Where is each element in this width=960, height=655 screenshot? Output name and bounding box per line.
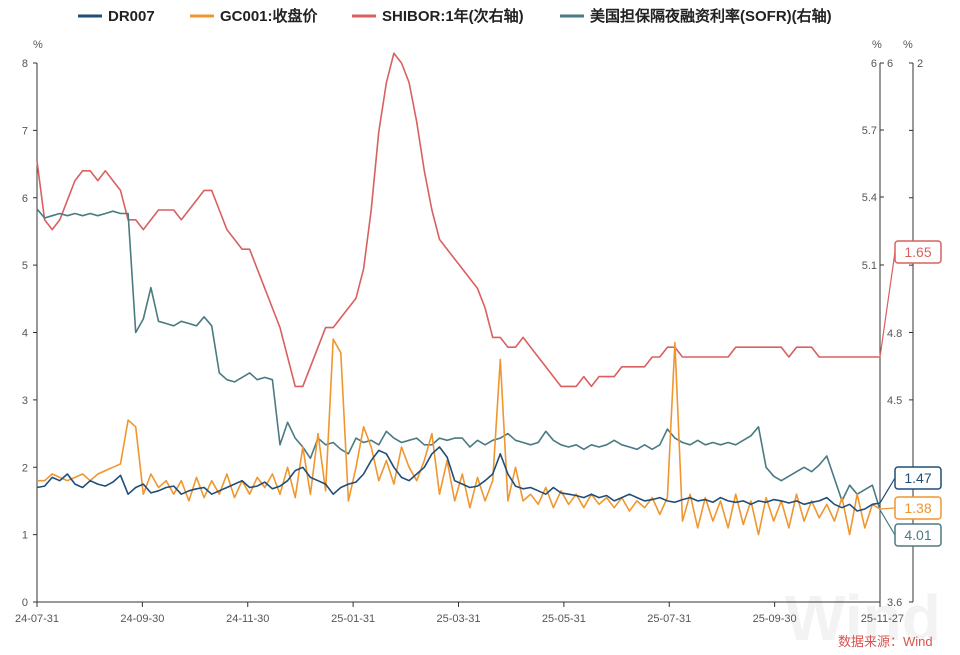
legend-item-0[interactable]: DR007 [78,8,155,25]
right2-tick-label: 3.6 [887,597,902,609]
legend: DR007 GC001:收盘价 SHIBOR:1年(次右轴) 美国担保隔夜融资利率(S… [78,7,832,25]
end-label-box [894,496,942,520]
left-tick-label: 8 [22,58,28,70]
right1-tick-label: 5.1 [862,260,877,272]
right2-tick-label: 4.8 [887,328,902,340]
series-lines [36,52,881,536]
left-tick-label: 3 [22,395,28,407]
right2-tick-label: 2 [917,58,923,70]
legend-item-3[interactable]: 美国担保隔夜融资利率(SOFR)(右轴) [560,7,832,25]
end-label-value: 4.01 [904,527,931,543]
legend-item-2[interactable]: SHIBOR:1年(次右轴) [352,7,524,25]
x-tick-label: 24-09-30 [120,613,164,625]
right1-tick-label: 5.4 [862,192,877,204]
legend-label: DR007 [108,8,155,25]
end-label-value: 1.65 [904,244,931,260]
end-label-value: 1.47 [904,470,931,486]
end-label-leader [879,477,896,504]
left-tick-label: 4 [22,328,28,340]
x-tick-label: 25-05-31 [542,613,586,625]
end-label-leader [879,507,896,510]
left-tick-label: 0 [22,597,28,609]
left-tick-label: 6 [22,193,28,205]
end-label-box [894,240,942,264]
x-tick-label: 25-11-27 [861,613,904,625]
legend-label: 美国担保隔夜融资利率(SOFR)(右轴) [590,7,832,25]
left-axis-unit: % [33,39,43,51]
right2-tick-label: 6 [887,58,893,70]
right1-axis-unit: % [872,39,882,51]
series-line-3 [36,208,881,511]
end-label-value: 1.38 [904,500,931,516]
x-tick-label: 25-03-31 [436,613,480,625]
end-label-box [894,523,942,547]
legend-item-1[interactable]: GC001:收盘价 [190,7,319,25]
left-tick-label: 7 [22,125,28,137]
source-label: 数据来源：Wind [838,634,933,649]
series-line-0 [36,446,881,512]
end-label-leader [879,509,896,536]
x-tick-label: 24-11-30 [226,613,269,625]
x-tick-label: 24-07-31 [15,613,59,625]
legend-label: SHIBOR:1年(次右轴) [382,7,524,25]
end-label-leader [879,251,896,358]
right2-axis-unit: % [903,39,913,51]
right1-tick-label: 6 [871,58,877,70]
legend-label: GC001:收盘价 [220,7,319,25]
series-line-2 [36,52,880,388]
series-line-1 [37,338,881,536]
x-tick-label: 25-09-30 [753,613,797,625]
left-tick-label: 5 [22,260,28,272]
right1-tick-label: 5.7 [862,125,877,137]
x-tick-label: 25-01-31 [331,613,375,625]
left-tick-label: 2 [22,462,28,474]
end-label-box [894,466,942,490]
right2-tick-label: 4.5 [887,395,902,407]
watermark: Wind [785,582,941,654]
x-tick-label: 25-07-31 [647,613,691,625]
end-labels: 1.47 1.38 1.65 4.01 [879,240,942,547]
left-tick-label: 1 [22,530,28,542]
